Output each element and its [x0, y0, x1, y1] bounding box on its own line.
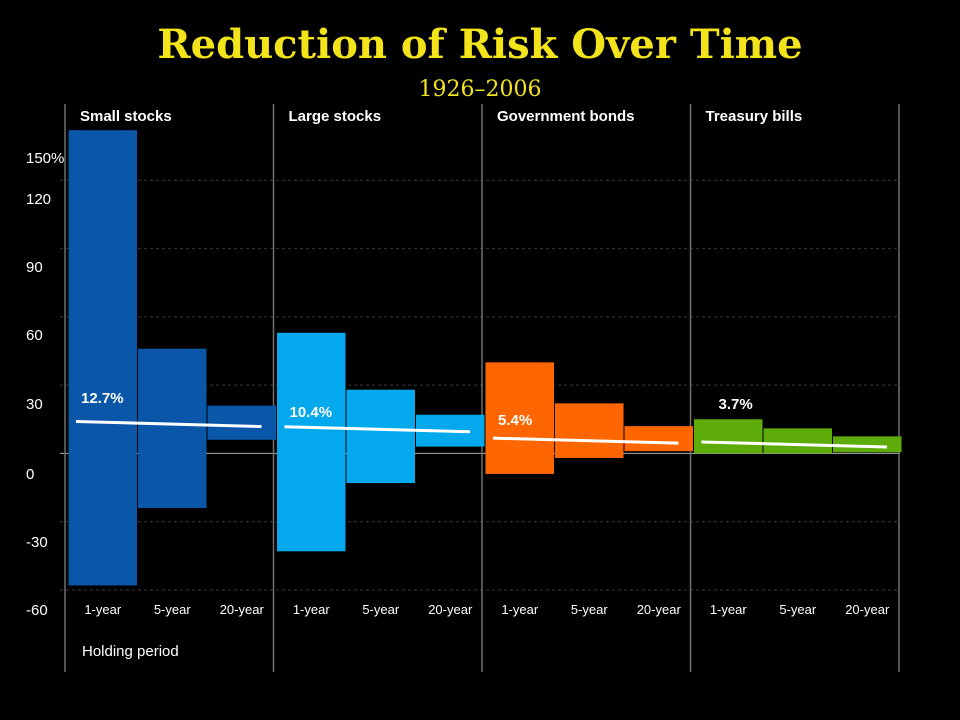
- category-label: 5-year: [154, 602, 192, 617]
- bar: [207, 405, 276, 440]
- category-label: 1-year: [84, 602, 122, 617]
- bar: [624, 426, 693, 452]
- y-tick-label: 90: [26, 259, 43, 276]
- category-label: 5-year: [362, 602, 400, 617]
- y-tick-label: 150%: [26, 150, 64, 167]
- category-label: 1-year: [710, 602, 748, 617]
- y-tick-label: -60: [26, 602, 48, 619]
- average-label: 12.7%: [81, 390, 124, 407]
- average-label: 3.7%: [719, 396, 753, 413]
- bar: [68, 130, 137, 586]
- category-label: 20-year: [637, 602, 682, 617]
- bar: [277, 332, 346, 552]
- bar: [346, 389, 415, 484]
- y-tick-label: 60: [26, 327, 43, 344]
- average-line: [701, 440, 888, 449]
- series-name: Small stocks: [80, 108, 172, 125]
- category-label: 5-year: [779, 602, 817, 617]
- y-tick-label: 30: [26, 396, 43, 413]
- average-line: [284, 425, 471, 434]
- series-name: Treasury bills: [706, 108, 803, 125]
- category-label: 20-year: [428, 602, 473, 617]
- bar: [485, 362, 554, 474]
- bar: [763, 428, 832, 454]
- bar: [694, 419, 763, 454]
- category-label: 20-year: [845, 602, 890, 617]
- chart-subtitle: 1926–2006: [419, 77, 542, 102]
- y-tick-label: -30: [26, 534, 48, 551]
- y-tick-label: 0: [26, 466, 34, 483]
- x-axis-label: Holding period: [82, 643, 179, 660]
- series-name: Government bonds: [497, 108, 635, 125]
- bars: [68, 130, 902, 586]
- bar: [833, 436, 902, 453]
- category-label: 1-year: [293, 602, 331, 617]
- average-lines: [75, 420, 888, 449]
- bar: [555, 403, 624, 458]
- chart-labels: 150% 120 90 60 30 0 -30 -60 Small stocks 1-year 5-…: [26, 108, 890, 619]
- average-label: 10.4%: [290, 404, 333, 421]
- chart-title: Reduction of Risk Over Time: [157, 21, 802, 68]
- average-label: 5.4%: [498, 412, 532, 429]
- average-line: [492, 436, 679, 445]
- category-label: 1-year: [501, 602, 539, 617]
- series-name: Large stocks: [289, 108, 382, 125]
- category-label: 5-year: [571, 602, 609, 617]
- y-tick-label: 120: [26, 191, 51, 208]
- category-label: 20-year: [220, 602, 265, 617]
- bar: [138, 348, 207, 509]
- average-line: [75, 420, 262, 429]
